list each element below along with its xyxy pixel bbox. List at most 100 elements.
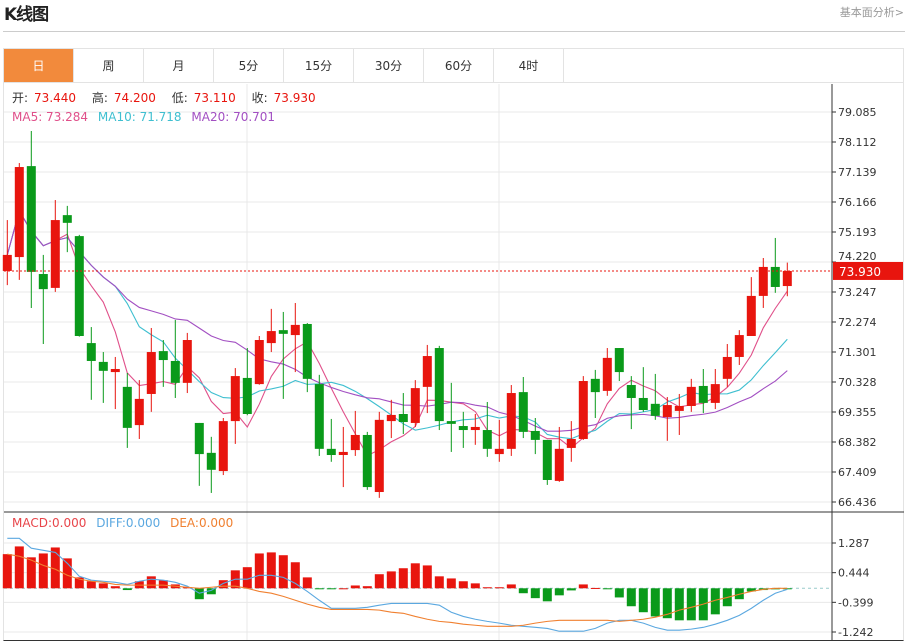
candle-up xyxy=(578,381,588,439)
macd-bar xyxy=(614,588,624,598)
macd-tick-label: -1.242 xyxy=(838,626,873,639)
price-tick-label: 79.085 xyxy=(838,106,877,119)
tab-week[interactable]: 周 xyxy=(74,49,144,82)
macd-bar xyxy=(158,580,168,589)
macd-bar xyxy=(338,588,348,590)
price-tick-label: 68.382 xyxy=(838,436,877,449)
macd-value: MACD:0.000 xyxy=(12,516,87,530)
candle-down xyxy=(38,274,48,290)
price-tick-label: 66.436 xyxy=(838,496,877,509)
macd-bar xyxy=(590,587,600,589)
current-price-badge xyxy=(833,261,903,280)
price-tick-label: 70.328 xyxy=(838,376,877,389)
macd-bar xyxy=(86,581,96,589)
period-tabs: 日 周 月 5分 15分 30分 60分 4时 xyxy=(3,48,904,83)
macd-bar xyxy=(2,554,12,589)
macd-bar xyxy=(386,571,396,589)
macd-bar xyxy=(710,588,720,615)
candle-up xyxy=(470,426,480,431)
candle-up xyxy=(350,434,360,451)
candle-down xyxy=(398,414,408,423)
macd-bar xyxy=(578,584,588,589)
candle-up xyxy=(422,356,432,387)
price-tick-label: 71.301 xyxy=(838,346,877,359)
tab-15min[interactable]: 15分 xyxy=(284,49,354,82)
macd-bar xyxy=(302,577,312,589)
macd-bar xyxy=(362,586,372,589)
candle-down xyxy=(158,351,168,361)
candle-down xyxy=(482,430,492,449)
price-tick-label: 78.112 xyxy=(838,136,877,149)
candle-up xyxy=(146,352,156,394)
macd-bar xyxy=(14,546,24,589)
diff-value: DIFF:0.000 xyxy=(96,516,161,530)
candle-up xyxy=(662,405,672,418)
macd-bar xyxy=(506,584,516,589)
ma20-value: MA20: 70.701 xyxy=(191,110,276,124)
ma5-line xyxy=(6,209,788,457)
candle-up xyxy=(410,388,420,423)
candle-down xyxy=(278,330,288,334)
macd-bar xyxy=(422,565,432,589)
candle-down xyxy=(770,266,780,287)
candle-down xyxy=(638,397,648,410)
macd-bar xyxy=(482,587,492,589)
candle-down xyxy=(242,377,252,415)
candle-down xyxy=(194,422,204,455)
tab-day[interactable]: 日 xyxy=(4,49,74,82)
macd-bar xyxy=(746,588,756,592)
macd-bar xyxy=(110,586,120,589)
macd-bar xyxy=(326,588,336,590)
macd-bar xyxy=(290,562,300,589)
candle-up xyxy=(506,393,516,449)
candle-down xyxy=(614,348,624,373)
candle-up xyxy=(290,324,300,336)
tab-60min[interactable]: 60分 xyxy=(424,49,494,82)
candle-up xyxy=(566,438,576,448)
tab-30min[interactable]: 30分 xyxy=(354,49,424,82)
dea-value: DEA:0.000 xyxy=(170,516,234,530)
tab-4hour[interactable]: 4时 xyxy=(494,49,564,82)
high-value: 74.200 xyxy=(113,91,156,105)
candle-up xyxy=(254,340,264,385)
price-tick-label: 77.139 xyxy=(838,166,877,179)
candle-up xyxy=(554,448,564,481)
macd-bar xyxy=(278,555,288,589)
candle-down xyxy=(122,386,132,428)
close-value: 73.930 xyxy=(273,91,316,105)
price-tick-label: 76.166 xyxy=(838,196,877,209)
candle-up xyxy=(110,368,120,373)
macd-bar xyxy=(674,588,684,621)
candle-down xyxy=(650,403,660,416)
candle-up xyxy=(218,421,228,472)
macd-bar xyxy=(554,588,564,596)
candle-down xyxy=(74,236,84,336)
candle-down xyxy=(326,448,336,456)
macd-tick-label: -0.399 xyxy=(838,596,873,609)
macd-bar xyxy=(458,581,468,589)
fundamental-analysis-link[interactable]: 基本面分析> xyxy=(839,6,904,19)
candle-down xyxy=(170,360,180,383)
macd-bar xyxy=(638,588,648,613)
ma10-value: MA10: 71.718 xyxy=(97,110,182,124)
low-value: 73.110 xyxy=(193,91,236,105)
macd-bar xyxy=(626,588,636,607)
candle-down xyxy=(26,166,36,272)
ohlc-legend: 开: 73.440 高: 74.200 低: 73.110 收: 73.930 xyxy=(12,91,328,106)
macd-bar xyxy=(26,557,36,589)
candle-up xyxy=(782,270,792,287)
tab-month[interactable]: 月 xyxy=(144,49,214,82)
candle-up xyxy=(374,419,384,493)
candle-up xyxy=(494,448,504,455)
candle-up xyxy=(50,220,60,288)
macd-bar xyxy=(218,580,228,589)
candle-down xyxy=(458,426,468,431)
candle-down xyxy=(698,385,708,403)
candle-up xyxy=(722,356,732,379)
macd-bar xyxy=(602,588,612,590)
macd-bar xyxy=(74,577,84,589)
price-tick-label: 67.409 xyxy=(838,466,877,479)
candle-down xyxy=(302,323,312,379)
tab-5min[interactable]: 5分 xyxy=(214,49,284,82)
